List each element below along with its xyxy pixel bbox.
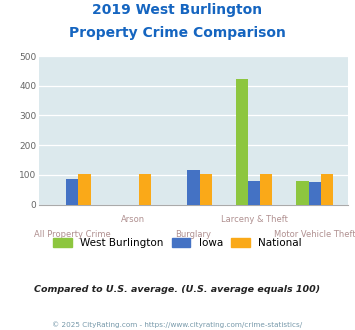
Bar: [139, 174, 151, 205]
Bar: [296, 181, 308, 205]
Text: 2019 West Burlington: 2019 West Burlington: [92, 3, 263, 17]
Text: Larceny & Theft: Larceny & Theft: [220, 215, 288, 224]
Text: Arson: Arson: [121, 215, 145, 224]
Bar: [187, 170, 200, 205]
Bar: [248, 181, 260, 205]
Text: Burglary: Burglary: [175, 230, 212, 239]
Bar: [236, 79, 248, 205]
Bar: [260, 174, 272, 205]
Text: Property Crime Comparison: Property Crime Comparison: [69, 26, 286, 40]
Bar: [200, 174, 212, 205]
Bar: [321, 174, 333, 205]
Text: Motor Vehicle Theft: Motor Vehicle Theft: [274, 230, 355, 239]
Bar: [66, 180, 78, 205]
Text: All Property Crime: All Property Crime: [34, 230, 111, 239]
Legend: West Burlington, Iowa, National: West Burlington, Iowa, National: [49, 234, 306, 252]
Text: Compared to U.S. average. (U.S. average equals 100): Compared to U.S. average. (U.S. average …: [34, 285, 321, 294]
Bar: [308, 182, 321, 205]
Text: © 2025 CityRating.com - https://www.cityrating.com/crime-statistics/: © 2025 CityRating.com - https://www.city…: [53, 322, 302, 328]
Bar: [78, 174, 91, 205]
